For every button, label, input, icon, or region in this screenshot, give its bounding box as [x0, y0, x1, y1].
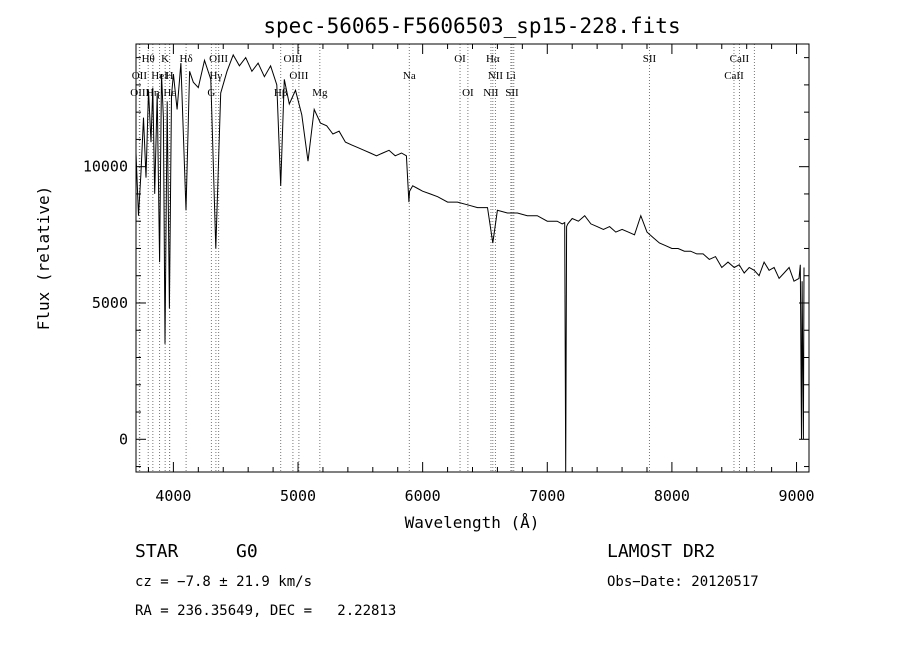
line-label-upper-2: Hδ: [180, 53, 193, 65]
object-class: STAR: [135, 541, 179, 562]
line-label-upper-8: CaII: [730, 53, 750, 65]
line-label-upper-7: SII: [643, 53, 657, 65]
line-label-lower-5: Mg: [312, 87, 328, 99]
line-label-middle-3: Hγ: [209, 70, 222, 82]
line-label-upper-6: Hα: [486, 53, 500, 65]
ra-dec-coordinates: RA = 236.35649, DEC = 2.22813: [135, 603, 397, 619]
x-tick-label: 7000: [529, 487, 565, 505]
x-axis-label: Wavelength (Å): [405, 513, 540, 532]
line-label-lower-2: Hε: [163, 87, 176, 99]
x-tick-label: 9000: [778, 487, 814, 505]
x-tick-label: 6000: [405, 487, 441, 505]
chart-title: spec-56065-F5606503_sp15-228.fits: [263, 14, 680, 38]
line-label-middle-0: OII: [132, 70, 148, 82]
line-label-upper-1: K: [161, 53, 169, 65]
observation-date: Obs−Date: 20120517: [607, 574, 759, 590]
line-label-upper-3: OIII: [209, 53, 228, 65]
line-label-middle-8: CaII: [724, 70, 744, 82]
line-label-upper-0: Hθ: [142, 53, 155, 65]
y-tick-label: 0: [119, 430, 128, 448]
survey-name: LAMOST DR2: [607, 541, 716, 562]
line-label-lower-6: OI: [462, 87, 474, 99]
x-tick-label: 4000: [155, 487, 191, 505]
line-label-lower-8: SII: [505, 87, 519, 99]
line-label-upper-5: OI: [454, 53, 466, 65]
x-tick-label: 5000: [280, 487, 316, 505]
line-label-middle-1: HeI: [151, 70, 168, 82]
x-tick-label: 8000: [654, 487, 690, 505]
line-label-middle-2: H: [166, 70, 174, 82]
spectral-line-markers: [138, 44, 755, 472]
spectrum-line: [135, 53, 805, 473]
line-label-lower-0: OIII: [130, 87, 149, 99]
line-label-middle-7: Li: [506, 70, 516, 82]
spectral-subclass: G0: [236, 541, 258, 562]
y-axis-label: Flux (relative): [34, 186, 53, 331]
line-label-middle-6: NII: [488, 70, 504, 82]
line-label-middle-5: Na: [403, 70, 416, 82]
y-tick-label: 10000: [83, 158, 128, 176]
line-label-middle-4: OIII: [289, 70, 308, 82]
redshift-cz: cz = −7.8 ± 21.9 km/s: [135, 574, 313, 590]
y-tick-label: 5000: [92, 294, 128, 312]
line-label-upper-4: OIII: [283, 53, 302, 65]
line-label-lower-7: NII: [483, 87, 499, 99]
axis-ticks: 4000 5000 6000 7000 8000 9000 0 5000 10000: [83, 44, 815, 505]
